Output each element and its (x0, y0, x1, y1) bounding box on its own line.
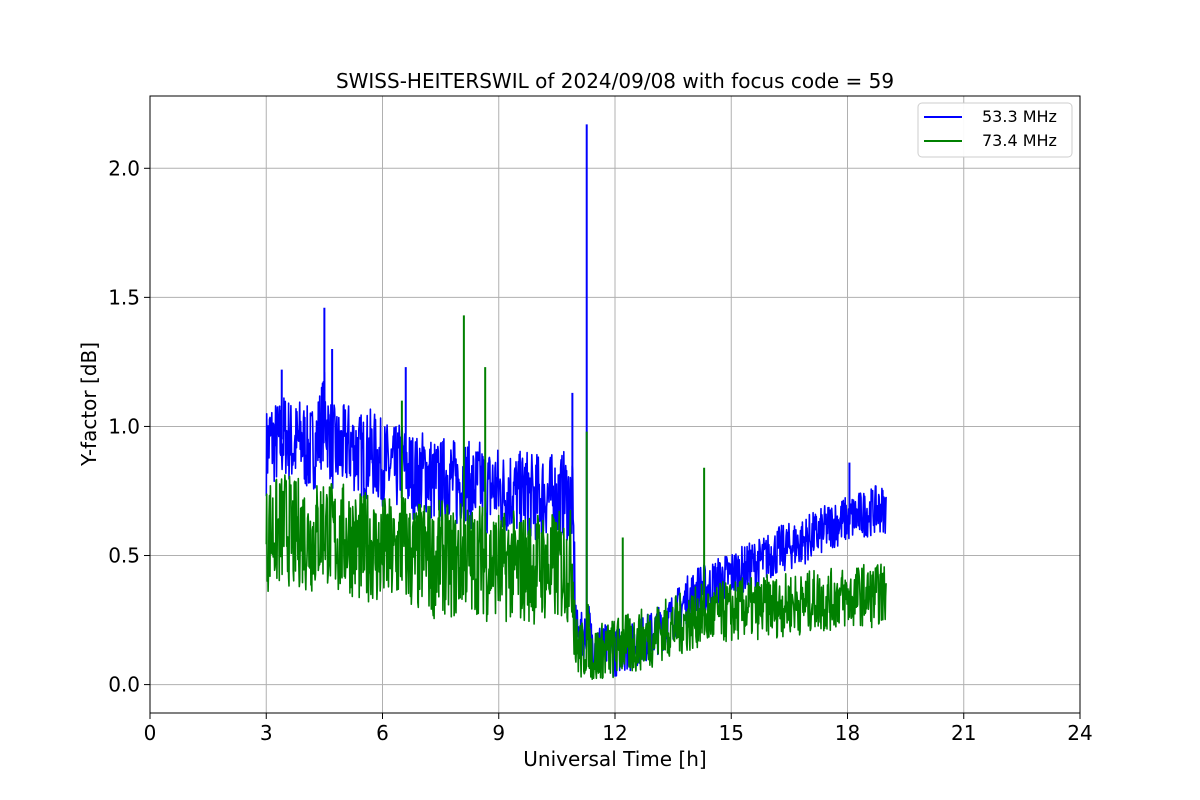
x-axis: 0 3 6 9 12 15 18 21 24 (144, 713, 1093, 745)
x-tick-label: 21 (951, 721, 976, 745)
plot-lines (265, 124, 887, 680)
y-tick-label: 0.5 (108, 544, 140, 568)
legend-entry: 53.3 MHz (982, 107, 1057, 126)
legend: 53.3 MHz 73.4 MHz (917, 102, 1073, 158)
y-tick-label: 0.0 (108, 673, 140, 697)
x-tick-label: 9 (492, 721, 505, 745)
y-axis-label: Y-factor [dB] (77, 342, 101, 467)
x-tick-label: 12 (602, 721, 627, 745)
x-tick-label: 3 (260, 721, 273, 745)
series-1 (265, 315, 887, 680)
series-line (265, 474, 887, 680)
x-tick-label: 15 (719, 721, 744, 745)
y-tick-label: 1.0 (108, 414, 140, 438)
x-tick-label: 0 (144, 721, 157, 745)
y-tick-label: 1.5 (108, 285, 140, 309)
chart-title: SWISS-HEITERSWIL of 2024/09/08 with focu… (336, 69, 894, 93)
x-tick-label: 24 (1067, 721, 1092, 745)
y-tick-label: 2.0 (108, 156, 140, 180)
x-tick-label: 18 (835, 721, 860, 745)
y-axis: 0.0 0.5 1.0 1.5 2.0 (108, 156, 150, 697)
legend-entry: 73.4 MHz (982, 131, 1057, 150)
x-tick-label: 6 (376, 721, 389, 745)
x-axis-label: Universal Time [h] (523, 747, 706, 771)
